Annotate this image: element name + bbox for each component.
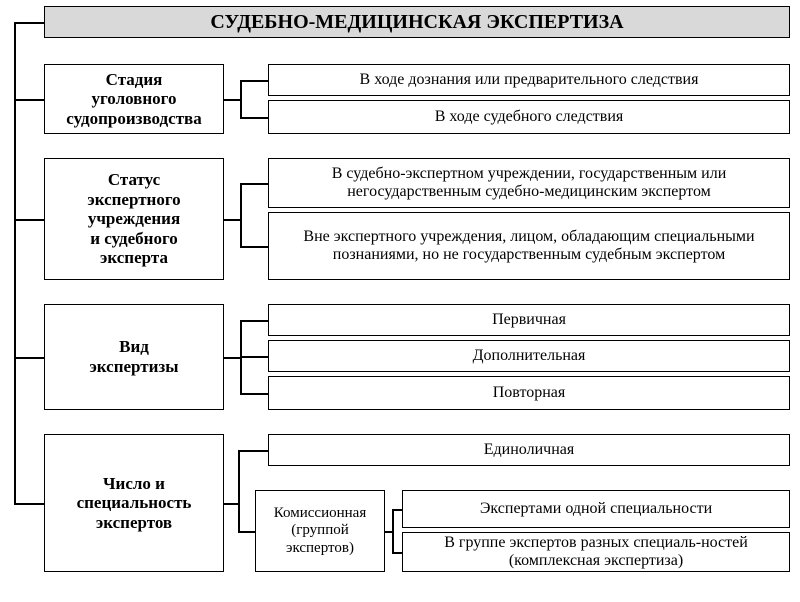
value-box-0-1: В ходе судебного следствия [268,100,790,134]
value-text-0-1: В ходе судебного следствия [435,108,624,126]
subcategory-label-3: Комиссионная (группой экспертов) [274,505,366,557]
value-box-2-1: Дополнительная [268,340,790,372]
category-box-3: Число и специальность экспертов [44,434,224,572]
value-text-3-0: Единоличная [484,441,574,459]
connector-cat-2 [14,357,44,359]
connector-cat-0 [14,99,44,101]
link-cat2-item0 [240,320,268,322]
value-text-3-sub-1: В группе экспертов разных специаль-носте… [409,534,783,571]
link-cat1-out [224,219,240,221]
category-label-3: Число и специальность экспертов [77,474,192,533]
category-label-2: Вид экспертизы [89,337,178,376]
link-cat0-out [224,99,240,101]
category-box-2: Вид экспертизы [44,304,224,410]
value-box-1-0: В судебно-экспертном учреждении, государ… [268,158,790,208]
link-cat0-item0 [240,80,268,82]
link-sub3-item0 [392,509,402,511]
value-text-1-0: В судебно-экспертном учреждении, государ… [275,165,783,202]
link-cat3-item0 [238,450,268,452]
value-box-3-sub-0: Экспертами одной специальности [402,490,790,528]
value-box-3-0: Единоличная [268,434,790,466]
link-cat1-v [240,183,242,247]
title-box: СУДЕБНО-МЕДИЦИНСКАЯ ЭКСПЕРТИЗА [44,6,790,38]
connector-title [14,22,44,24]
link-sub3-out [385,531,392,533]
value-text-3-sub-0: Экспертами одной специальности [480,500,712,518]
spine-line [14,22,16,505]
value-text-2-1: Дополнительная [473,347,586,365]
link-sub3-v [392,509,394,553]
link-cat3-v [238,450,240,532]
connector-cat-1 [14,219,44,221]
link-cat3-sub [238,531,255,533]
subcategory-box-3: Комиссионная (группой экспертов) [255,490,385,572]
link-cat0-v [240,80,242,118]
link-cat0-item1 [240,117,268,119]
value-text-2-2: Повторная [493,384,566,402]
value-box-1-1: Вне экспертного учреждения, лицом, облад… [268,212,790,280]
value-text-2-0: Первичная [492,311,566,329]
link-cat1-item1 [240,246,268,248]
category-label-0: Стадия уголовного судопроизводства [66,70,201,129]
link-cat3-out [224,503,238,505]
category-box-1: Статус экспертного учреждения и судебног… [44,158,224,280]
link-sub3-item1 [392,552,402,554]
value-box-2-2: Повторная [268,376,790,410]
connector-cat-3 [14,503,44,505]
link-cat2-out [224,357,240,359]
value-box-2-0: Первичная [268,304,790,336]
category-box-0: Стадия уголовного судопроизводства [44,64,224,134]
link-cat2-item2 [240,393,268,395]
value-box-0-0: В ходе дознания или предварительного сле… [268,64,790,96]
link-cat2-item1 [240,356,268,358]
link-cat1-item0 [240,183,268,185]
category-label-1: Статус экспертного учреждения и судебног… [87,170,180,268]
title-text: СУДЕБНО-МЕДИЦИНСКАЯ ЭКСПЕРТИЗА [210,11,623,34]
value-text-1-1: Вне экспертного учреждения, лицом, облад… [275,228,783,265]
value-box-3-sub-1: В группе экспертов разных специаль-носте… [402,532,790,572]
value-text-0-0: В ходе дознания или предварительного сле… [360,71,699,89]
